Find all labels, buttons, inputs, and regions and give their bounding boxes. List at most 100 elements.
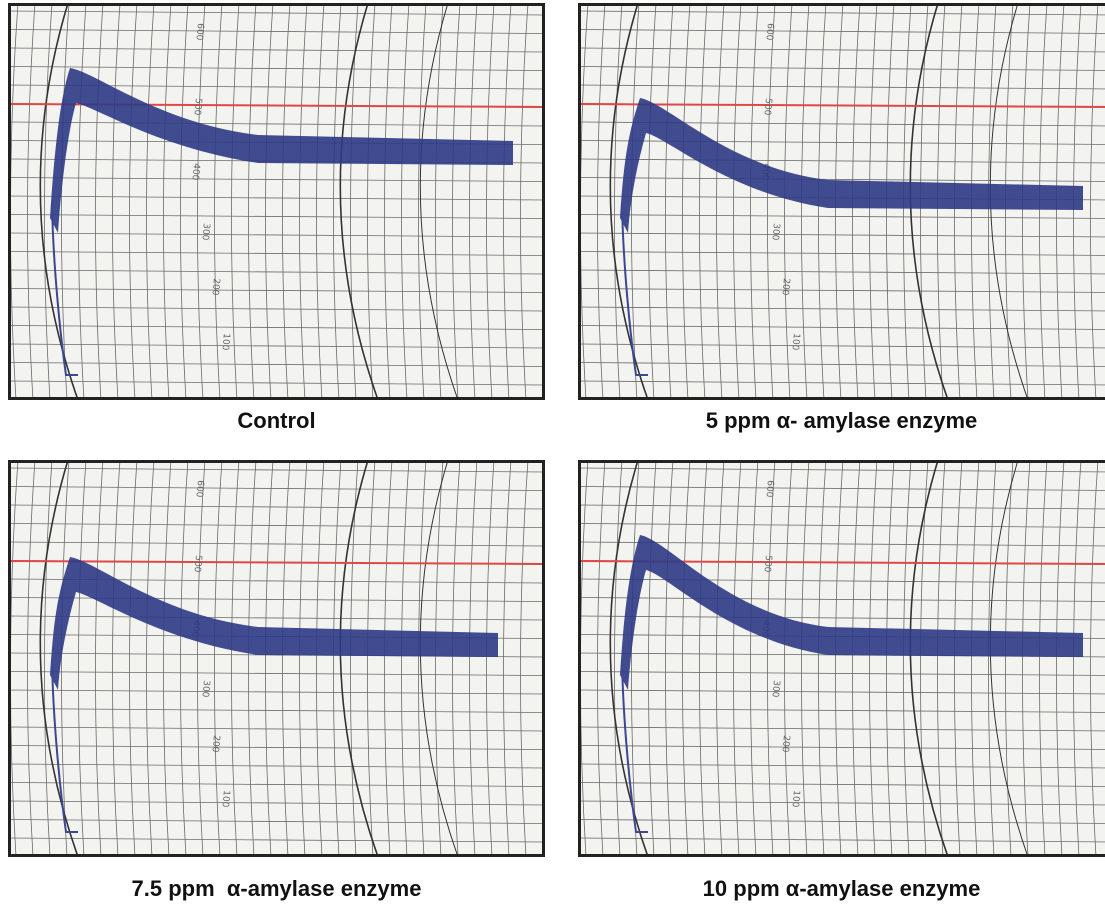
paper-arc xyxy=(989,460,1029,857)
paper-grid xyxy=(95,3,104,400)
paper-scale-label: 200 xyxy=(779,278,790,296)
paper-grid xyxy=(248,460,257,857)
paper-grid xyxy=(614,3,623,400)
paper-grid xyxy=(265,460,274,857)
paper-grid xyxy=(452,3,461,400)
paper-grid xyxy=(954,460,963,857)
paper-grid xyxy=(8,288,545,293)
paper-scale-label: 600 xyxy=(763,480,774,498)
paper-grid xyxy=(367,460,376,857)
paper-grid xyxy=(750,3,759,400)
paper-grid xyxy=(716,3,725,400)
paper-arc xyxy=(339,3,379,400)
paper-grid xyxy=(78,460,87,857)
paper-grid xyxy=(578,819,1105,824)
paper-grid xyxy=(112,3,121,400)
paper-grid xyxy=(384,3,393,400)
paper-grid xyxy=(578,837,1105,843)
paper-scale-label: 600 xyxy=(193,480,204,498)
paper-grid xyxy=(578,745,1105,750)
paper-grid xyxy=(8,504,545,510)
paper-grid xyxy=(503,3,512,400)
paper-grid xyxy=(818,460,827,857)
paper-grid xyxy=(8,726,545,732)
paper-grid xyxy=(597,3,606,400)
paper xyxy=(578,460,1105,857)
paper-grid xyxy=(27,460,36,857)
paper-scale-label: 400 xyxy=(189,163,200,181)
paper-grid xyxy=(8,671,545,676)
paper-scale-label: 300 xyxy=(769,223,780,241)
recorded-trace xyxy=(621,659,648,833)
paper-grid xyxy=(578,269,1105,275)
paper-scale-label: 500 xyxy=(761,98,772,116)
paper-grid xyxy=(937,460,946,857)
paper-grid xyxy=(435,3,444,400)
paper-grid xyxy=(8,177,545,182)
paper-grid xyxy=(180,3,189,400)
paper-grid xyxy=(869,460,878,857)
paper-grid xyxy=(767,3,776,400)
paper-grid xyxy=(401,3,410,400)
paper-scale-label: 500 xyxy=(191,98,202,116)
paper-grid xyxy=(578,214,1105,219)
paper-grid xyxy=(8,306,545,312)
paper-scale-label: 300 xyxy=(199,680,210,698)
paper-arc xyxy=(419,460,459,857)
paper-grid xyxy=(146,3,155,400)
paper-grid xyxy=(146,460,155,857)
paper-grid xyxy=(8,251,545,256)
paper-grid xyxy=(903,460,912,857)
paper-grid xyxy=(971,460,980,857)
paper-grid xyxy=(578,380,1105,386)
paper-grid xyxy=(648,3,657,400)
paper-grid xyxy=(578,523,1105,528)
paper-grid xyxy=(95,460,104,857)
paper-scale-label: 600 xyxy=(193,23,204,41)
paper-grid xyxy=(282,3,291,400)
recorded-trace xyxy=(51,202,78,376)
recorded-band xyxy=(50,557,498,690)
paper-grid xyxy=(8,10,545,16)
paper-grid xyxy=(8,745,545,750)
frame xyxy=(8,460,545,857)
paper-grid xyxy=(716,460,725,857)
paper-grid xyxy=(1022,460,1031,857)
paper-scale-label: 100 xyxy=(789,790,800,808)
paper-grid xyxy=(8,837,545,843)
paper-grid xyxy=(8,214,545,219)
paper-grid xyxy=(197,460,206,857)
paper-scale-label: 200 xyxy=(209,735,220,753)
recorded-trace xyxy=(51,659,78,833)
paper-grid xyxy=(886,460,895,857)
reference-line xyxy=(8,560,545,565)
paper-grid xyxy=(61,3,70,400)
paper-scale-label: 100 xyxy=(789,333,800,351)
paper-grid xyxy=(614,460,623,857)
frame xyxy=(8,3,545,400)
paper-grid xyxy=(129,460,138,857)
paper-grid xyxy=(316,460,325,857)
paper-grid xyxy=(8,232,545,238)
caption: Control xyxy=(237,408,316,433)
paper-grid xyxy=(129,3,138,400)
paper-grid xyxy=(520,460,529,857)
paper-grid xyxy=(265,3,274,400)
paper-grid xyxy=(520,3,529,400)
paper-grid xyxy=(699,460,708,857)
paper-grid xyxy=(665,460,674,857)
paper-grid xyxy=(418,460,427,857)
paper-grid xyxy=(1005,460,1014,857)
caption: 7.5 ppm α-amylase enzyme xyxy=(131,876,422,901)
paper-grid xyxy=(8,689,545,695)
paper-grid xyxy=(682,3,691,400)
paper xyxy=(8,3,545,400)
paper-grid xyxy=(8,66,545,71)
paper-grid xyxy=(648,460,657,857)
frame xyxy=(578,3,1105,400)
